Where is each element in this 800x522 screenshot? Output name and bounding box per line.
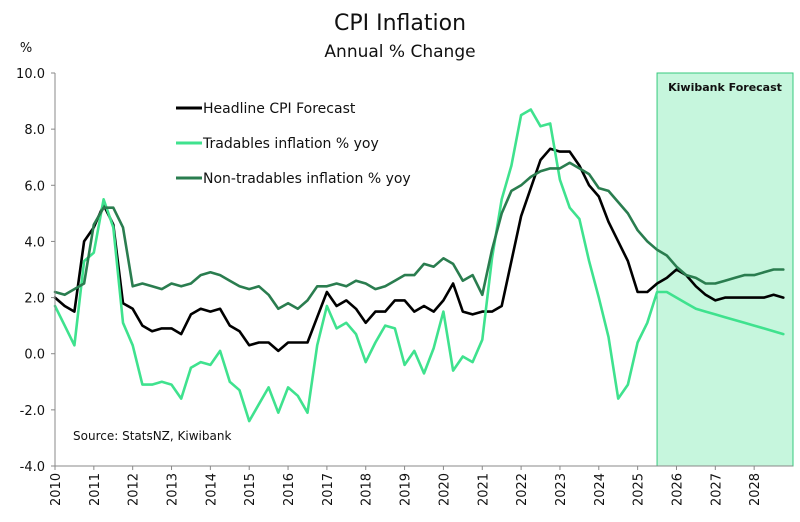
x-tick-label: 2018	[360, 473, 375, 506]
chart-title: CPI Inflation	[334, 11, 466, 36]
legend: Headline CPI Forecast Tradables inflation…	[176, 101, 411, 187]
x-tick-label: 2016	[282, 473, 297, 506]
legend-label-headline-cpi-forecast: Headline CPI Forecast	[203, 101, 356, 117]
x-tick-label: 2020	[437, 473, 452, 506]
x-tick-label: 2025	[632, 473, 647, 506]
y-tick-label: 10.0	[16, 67, 45, 82]
series-line-headline-cpi-forecast	[53, 147, 785, 353]
legend-label-non-tradables-inflation-yoy: Non-tradables inflation % yoy	[203, 171, 411, 187]
legend-label-tradables-inflation-yoy: Tradables inflation % yoy	[202, 136, 379, 152]
x-tick-label: 2013	[166, 473, 181, 506]
source-note: Source: StatsNZ, Kiwibank	[73, 429, 231, 443]
forecast-label: Kiwibank Forecast	[668, 81, 782, 94]
y-tick-label: 4.0	[24, 235, 45, 250]
x-tick-label: 2010	[49, 473, 64, 506]
y-axis-unit: %	[20, 41, 32, 56]
x-tick-label: 2019	[399, 473, 414, 506]
x-tick-label: 2017	[321, 473, 336, 506]
y-tick-label: -4.0	[20, 460, 45, 475]
y-tick-label: 2.0	[24, 292, 45, 307]
y-tick-label: 8.0	[24, 123, 45, 138]
x-tick-label: 2027	[709, 473, 724, 506]
x-tick-label: 2026	[670, 473, 685, 506]
series-line-non-tradables-inflation-yoy	[53, 161, 785, 311]
y-tick-label: -2.0	[20, 404, 45, 419]
x-tick-label: 2024	[593, 473, 608, 506]
y-tick-label: 6.0	[24, 179, 45, 194]
x-tick-label: 2014	[204, 473, 219, 506]
x-tick-label: 2012	[127, 473, 142, 506]
x-tick-label: 2028	[748, 473, 763, 506]
series-line-tradables-inflation-yoy	[53, 108, 785, 423]
y-tick-label: 0.0	[24, 348, 45, 363]
x-tick-label: 2023	[554, 473, 569, 506]
x-tick-label: 2011	[88, 473, 103, 506]
x-tick-label: 2015	[243, 473, 258, 506]
x-tick-label: 2022	[515, 473, 530, 506]
x-tick-label: 2021	[476, 473, 491, 506]
chart-subtitle: Annual % Change	[324, 42, 475, 62]
